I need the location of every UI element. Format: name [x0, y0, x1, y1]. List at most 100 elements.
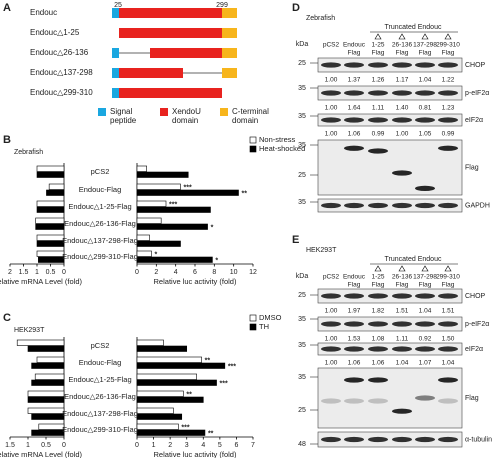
domain — [222, 68, 237, 78]
x-tick-label: 10 — [230, 269, 238, 276]
significance: *** — [220, 380, 228, 387]
bar — [136, 206, 211, 213]
bar — [36, 356, 65, 363]
legend-swatch — [160, 108, 168, 116]
triangle — [421, 33, 429, 40]
quantification: 1.07 — [419, 360, 432, 367]
legend-text: C-terminal — [232, 107, 269, 116]
quantification: 1.82 — [372, 308, 385, 315]
panel-label: E — [292, 234, 299, 246]
band — [368, 398, 388, 404]
quantification: 1.50 — [442, 336, 455, 343]
marker-label: 25 — [298, 60, 306, 67]
band — [321, 117, 341, 123]
bar — [36, 171, 65, 178]
band — [368, 321, 388, 327]
lane-label: Flag — [419, 50, 432, 57]
blot — [317, 198, 463, 213]
band — [438, 90, 458, 96]
bar — [136, 429, 206, 436]
blot — [317, 139, 463, 196]
band — [438, 377, 458, 383]
blot-name: Flag — [465, 395, 479, 402]
band — [438, 62, 458, 68]
lane-label: Flag — [372, 50, 385, 57]
blot-name: α-tubulin — [465, 436, 492, 443]
legend-text: Non-stress — [259, 135, 296, 144]
category-label: Endouc△299-310-Flag — [62, 252, 138, 261]
band — [344, 346, 364, 352]
band — [392, 293, 412, 299]
bar — [36, 206, 65, 213]
quantification: 1.51 — [442, 308, 455, 315]
quantification: 1.00 — [325, 336, 338, 343]
bar — [136, 171, 189, 178]
x-tick-label: 3 — [185, 442, 189, 449]
x-tick-label: 4 — [174, 269, 178, 276]
blot — [317, 367, 463, 429]
quantification: 1.51 — [396, 308, 409, 315]
band — [392, 202, 412, 209]
triangle — [444, 33, 452, 40]
blot-name: p-eIF2α — [465, 90, 489, 97]
bar — [36, 234, 65, 241]
domain — [112, 8, 119, 18]
category-label: Endouc△1-25-Flag — [68, 202, 131, 211]
bar — [38, 256, 65, 263]
triangle — [398, 265, 406, 272]
band — [392, 408, 412, 414]
significance: *** — [181, 424, 189, 431]
group-label: Truncated Endouc — [385, 24, 442, 31]
lane-label: Endouc — [343, 42, 366, 49]
x-axis-label: Relative luc activity (fold) — [154, 450, 237, 458]
band — [415, 436, 435, 443]
quantification: 1.23 — [442, 105, 455, 112]
band — [344, 398, 364, 404]
band — [344, 377, 364, 383]
x-tick-label: 5 — [218, 442, 222, 449]
bar — [136, 200, 167, 207]
bar — [136, 250, 152, 257]
band — [415, 293, 435, 299]
marker-label: 25 — [298, 292, 306, 299]
quantification: 0.92 — [419, 336, 432, 343]
quantification: 1.04 — [419, 308, 432, 315]
blot — [317, 288, 463, 304]
category-label: Endouc△26-136-Flag — [64, 219, 136, 228]
band — [368, 90, 388, 96]
position-label: 299 — [216, 2, 228, 9]
construct-name: Endouc — [30, 8, 57, 17]
kda-label: kDa — [296, 41, 309, 48]
x-axis-label: Relative mRNA Level (fold) — [0, 450, 83, 458]
panel-subtitle: HEK293T — [14, 327, 45, 334]
lane-label: Flag — [396, 282, 409, 289]
quantification: 1.26 — [372, 77, 385, 84]
bar — [136, 165, 147, 172]
bar — [38, 423, 65, 430]
panel-label: C — [3, 312, 11, 324]
legend-swatch — [220, 108, 228, 116]
legend-text: Signal — [110, 107, 132, 116]
marker-label: 35 — [298, 85, 306, 92]
lane-label: Flag — [372, 282, 385, 289]
panel-label: D — [292, 2, 300, 14]
significance: * — [211, 224, 214, 231]
bar — [136, 379, 217, 386]
x-tick-label: 1.5 — [5, 442, 15, 449]
bar — [27, 345, 65, 352]
marker-label: 35 — [298, 316, 306, 323]
x-tick-label: 6 — [193, 269, 197, 276]
triangle — [421, 265, 429, 272]
lane-label: 299-310 — [436, 42, 460, 49]
category-label: Endouc△26-136-Flag — [64, 392, 136, 401]
band — [368, 293, 388, 299]
blot — [317, 342, 463, 356]
bar — [136, 413, 183, 420]
x-tick-label: 8 — [212, 269, 216, 276]
band — [392, 346, 412, 352]
band — [415, 202, 435, 209]
domain — [119, 88, 222, 98]
quantification: 1.00 — [325, 105, 338, 112]
significance: ** — [242, 190, 248, 197]
band — [392, 117, 412, 123]
